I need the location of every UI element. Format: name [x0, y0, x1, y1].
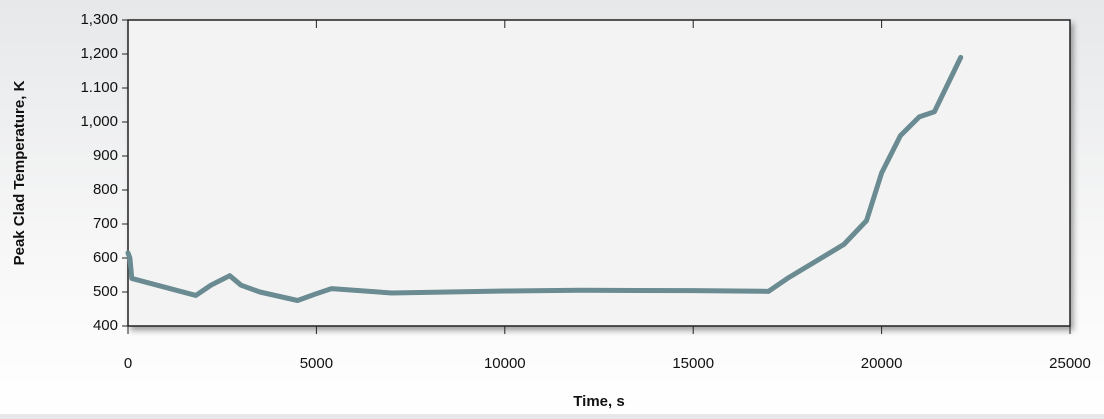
y-tick-label: 1.100: [80, 79, 118, 96]
x-tick-label: 15000: [672, 355, 714, 372]
x-tick-label: 20000: [861, 355, 903, 372]
y-tick-label: 600: [93, 249, 118, 266]
y-tick-label: 500: [93, 283, 118, 300]
x-tick-label: 5000: [300, 355, 333, 372]
x-axis-label: Time, s: [573, 393, 624, 410]
y-tick-label: 1,200: [80, 45, 118, 62]
y-axis-label: Peak Clad Temperature, K: [11, 80, 28, 265]
y-tick-label: 700: [93, 215, 118, 232]
y-tick-label: 1,300: [80, 11, 118, 28]
x-tick-label: 0: [124, 355, 132, 372]
plot-area: [127, 19, 1071, 327]
data-line: [125, 54, 964, 303]
y-tick-label: 400: [93, 317, 118, 334]
x-tick-label: 25000: [1049, 355, 1091, 372]
y-tick-label: 900: [93, 147, 118, 164]
y-tick-label: 800: [93, 181, 118, 198]
x-tick-label: 10000: [484, 355, 526, 372]
y-tick-label: 1,000: [80, 113, 118, 130]
